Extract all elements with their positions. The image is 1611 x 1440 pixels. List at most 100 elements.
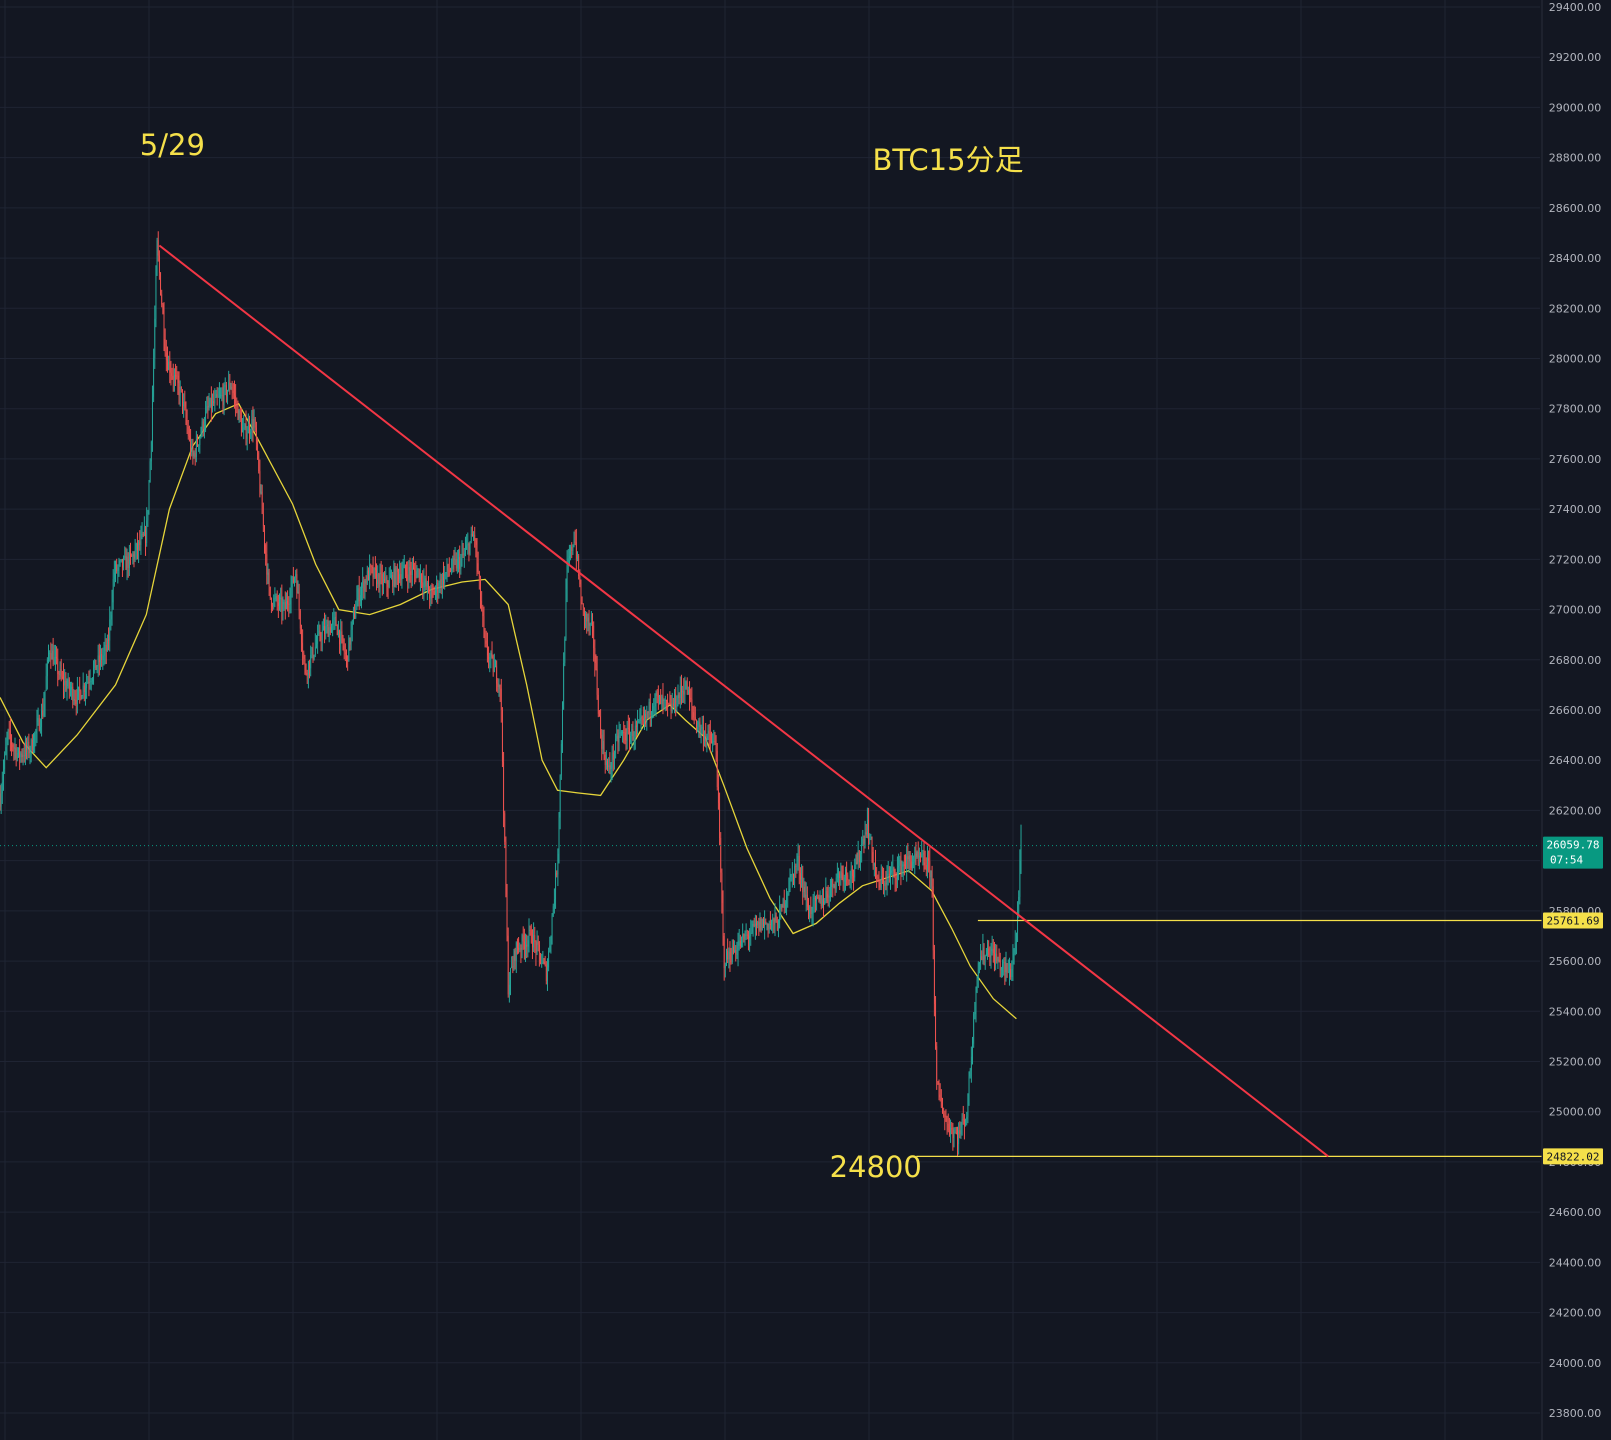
candle-body [89,682,91,684]
candle-body [119,560,121,563]
candle-body [48,653,49,660]
candle-body [354,612,355,618]
candle-body [272,605,273,607]
candle-body [640,717,642,719]
candle-body [685,681,687,689]
candle-body [579,576,581,585]
candle-body [282,604,284,612]
candle-body [1019,860,1021,897]
candle-body [302,642,304,653]
candle-body [217,396,219,398]
price-tick-label: 28200.00 [1549,302,1602,315]
candle-body [229,382,231,389]
candle-body [815,897,816,901]
candle-body [718,786,719,804]
candle-body [274,597,276,599]
candle-body [892,867,894,871]
candle-body [848,880,850,882]
candle-body [653,706,655,711]
price-tick-label: 27000.00 [1549,604,1602,617]
candle-body [839,873,841,879]
horizontal-lines-group [0,845,1542,1158]
candle-body [265,544,267,555]
candle-body [920,856,921,858]
candle-body [857,850,859,864]
trendline-group[interactable] [158,244,1329,1158]
candle-body [560,743,562,776]
candle-body [589,623,591,626]
candle-body [309,661,310,669]
candle-body [523,941,525,949]
candle-body [220,395,222,397]
candle-body [1000,967,1002,971]
candle-body [627,727,629,729]
candle-body [694,717,696,721]
candle-body [929,860,931,878]
candle-body [582,604,584,608]
candle-body [768,923,770,930]
candle-body [244,424,246,428]
candle-body [102,655,104,660]
candle-body [127,556,129,568]
candle-body [563,662,565,710]
price-badge-value: 25761.69 [1547,914,1600,927]
candle-body [133,554,135,559]
candle-body [389,577,391,579]
candle-body [611,752,613,769]
candle-body [932,886,934,951]
candle-body [230,386,232,389]
candle-body [756,923,757,926]
candle-body [967,1104,969,1117]
candle-body [988,948,990,956]
candle-body [262,513,264,526]
candle-body [336,625,338,635]
candle-body [711,740,712,744]
candle-body [143,529,145,536]
candle-body [907,856,909,860]
candle-body [597,694,599,714]
candle-body [358,588,360,602]
price-tick-label: 23800.00 [1549,1407,1602,1420]
candle-body [170,372,172,375]
candle-body [779,908,781,929]
candle-body [393,568,395,587]
candle-body [111,602,113,615]
price-axis[interactable]: 23800.00 24000.00 24200.00 24400.00 24600.00… [1541,0,1611,1440]
candle-body [880,876,882,888]
candle-body [299,610,301,629]
candle-body [491,653,493,657]
candle-body [933,950,935,1004]
candle-body [277,602,279,606]
candle-body [834,885,836,889]
candle-body [4,754,6,769]
candle-body [600,716,601,735]
candle-body [172,375,174,380]
candle-body [430,589,432,599]
candle-body [432,590,434,592]
candle-body [361,588,362,596]
candle-body [545,964,547,982]
candle-body [388,577,390,587]
candle-body [439,579,441,589]
candle-body [341,631,343,636]
candle-body [693,712,695,718]
candle-body [939,1094,941,1098]
candle-body [535,941,537,953]
candles-group [0,231,1022,1158]
candle-body [573,541,575,546]
candle-body [72,686,74,701]
candle-body [735,950,737,955]
candle-body [668,703,670,705]
candle-body [599,713,600,717]
candle-body [527,940,529,947]
candle-body [267,572,269,575]
candle-body [708,731,710,734]
candle-body [29,751,31,754]
candle-body [876,875,878,878]
candle-body [937,1081,939,1085]
candle-body [887,873,889,876]
candle-body [369,564,370,581]
candle-body [652,710,653,712]
candle-body [228,382,230,391]
